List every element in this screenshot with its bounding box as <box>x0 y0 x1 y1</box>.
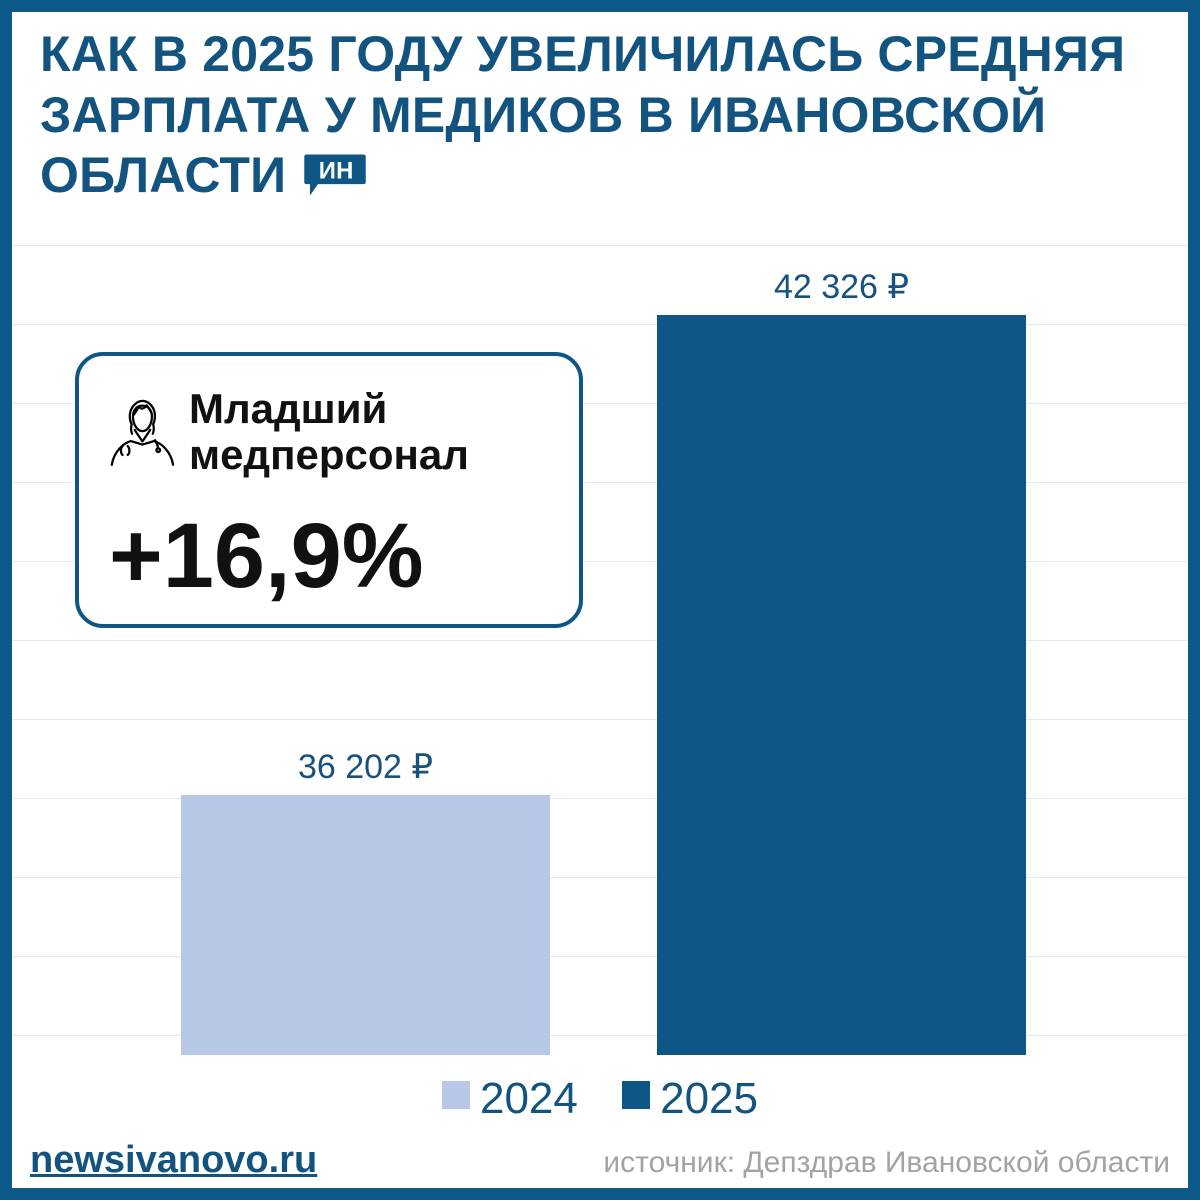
svg-text:ИН: ИН <box>319 157 354 184</box>
